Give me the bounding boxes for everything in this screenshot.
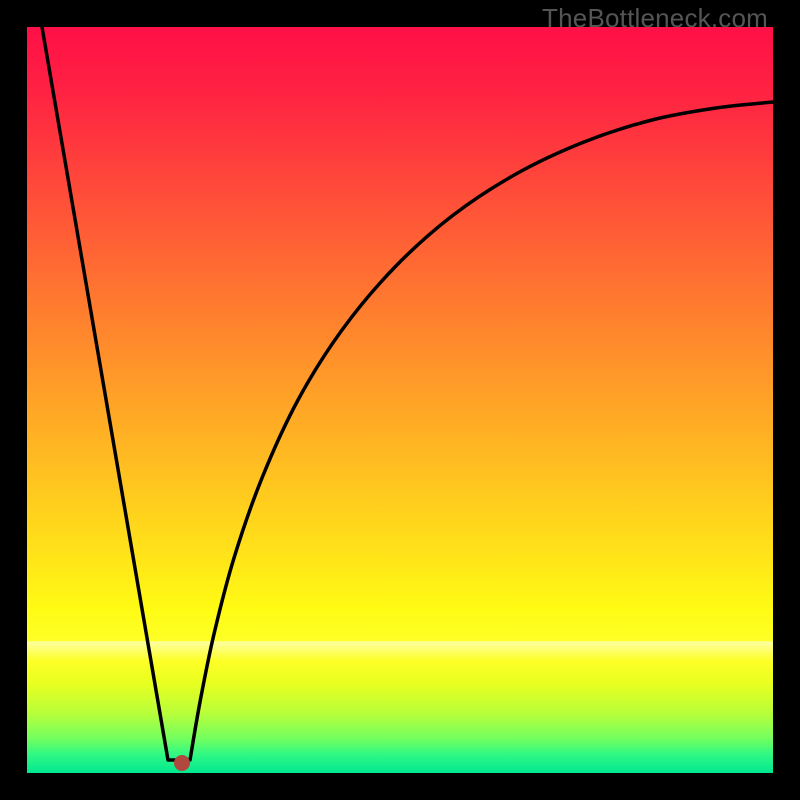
plot-area: [27, 27, 773, 773]
watermark-text: TheBottleneck.com: [542, 3, 768, 34]
chart-stage: TheBottleneck.com: [0, 0, 800, 800]
valley-marker-dot: [174, 755, 190, 771]
bottleneck-curve: [27, 27, 773, 773]
